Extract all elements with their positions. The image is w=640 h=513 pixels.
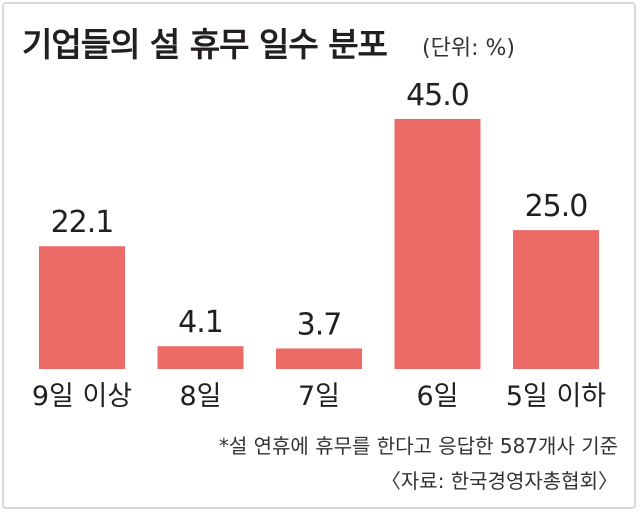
bar-4 <box>513 230 599 369</box>
category-label-2: 7일 <box>298 381 340 412</box>
bar-3 <box>394 119 481 369</box>
chart-frame <box>2 2 636 509</box>
category-label-0: 9일 이상 <box>32 381 132 412</box>
category-label-4: 5일 이하 <box>506 381 606 412</box>
unit-label: (단위: %) <box>422 36 515 61</box>
chart-title: 기업들의 설 휴무 일수 분포 <box>22 25 388 64</box>
value-label-0: 22.1 <box>51 205 114 240</box>
bar-2 <box>276 348 362 369</box>
value-label-4: 25.0 <box>525 189 588 224</box>
bar-0 <box>39 246 125 369</box>
source-note: 〈자료: 한국경영자총협회〉 <box>380 469 618 493</box>
value-label-1: 4.1 <box>178 305 223 340</box>
category-label-3: 6일 <box>416 381 458 412</box>
value-label-2: 3.7 <box>297 307 342 342</box>
bar-1 <box>157 346 244 369</box>
category-label-1: 8일 <box>179 381 221 412</box>
value-label-3: 45.0 <box>406 78 469 113</box>
footnote: *설 연휴에 휴무를 한다고 응답한 587개사 기준 <box>218 434 618 458</box>
